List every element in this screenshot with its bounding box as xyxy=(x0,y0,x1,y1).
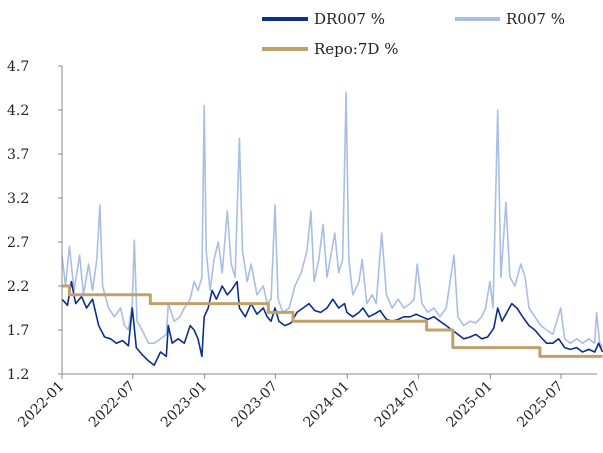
y-tick-label: 1.2 xyxy=(7,367,29,383)
series-layer xyxy=(61,91,603,366)
x-tick-label: 2022-01 xyxy=(15,378,67,430)
y-tick-label: 4.2 xyxy=(7,103,29,119)
y-tick-label: 4.7 xyxy=(7,59,29,75)
x-tick-label: 2025-07 xyxy=(514,378,566,430)
legend-item-repo7d: Repo:7D % xyxy=(262,40,398,58)
y-tick-label: 2.2 xyxy=(7,279,29,295)
series-line-dr007 xyxy=(61,280,603,366)
x-tick-label: 2023-07 xyxy=(229,378,281,430)
x-tick-label: 2024-01 xyxy=(300,378,352,430)
y-tick-label: 2.7 xyxy=(7,235,29,251)
x-tick-label: 2024-07 xyxy=(372,378,424,430)
legend-label-r007: R007 % xyxy=(506,10,565,28)
legend-item-r007: R007 % xyxy=(455,10,565,28)
x-axis-ticks: 2022-01 2022-07 2023-01 2023-07 2024-01 2024-… xyxy=(15,374,567,431)
legend-label-repo7d: Repo:7D % xyxy=(314,40,398,58)
x-tick-label: 2022-07 xyxy=(86,378,138,430)
legend: DR007 % R007 % Repo:7D % xyxy=(262,10,565,58)
x-tick-label: 2023-01 xyxy=(158,378,210,430)
y-tick-label: 3.7 xyxy=(7,147,29,163)
x-tick-label: 2025-01 xyxy=(444,378,496,430)
y-axis-ticks: 1.2 1.7 2.2 2.7 3.2 3.7 4.2 4.7 xyxy=(7,59,62,383)
series-line-r007 xyxy=(61,91,603,349)
series-line-repo7d xyxy=(62,284,603,358)
y-tick-label: 1.7 xyxy=(7,323,29,339)
legend-label-dr007: DR007 % xyxy=(314,10,385,28)
legend-item-dr007: DR007 % xyxy=(262,10,385,28)
y-tick-label: 3.2 xyxy=(7,191,29,207)
